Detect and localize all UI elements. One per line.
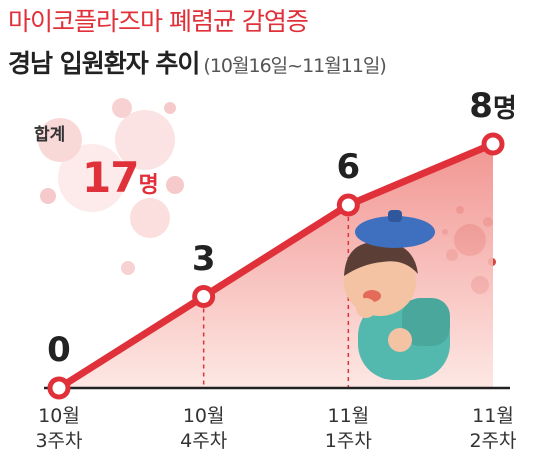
x-tick-label: 10월 3주차 xyxy=(35,404,82,454)
data-point xyxy=(481,132,505,156)
sick-person-illustration xyxy=(344,210,450,380)
x-tick-week: 4주차 xyxy=(180,430,228,452)
data-label-unit: 명 xyxy=(492,94,517,124)
data-label: 3 xyxy=(192,239,216,279)
data-point xyxy=(336,193,360,217)
x-tick-month: 11월 xyxy=(472,405,514,427)
x-tick-week: 1주차 xyxy=(324,430,372,452)
series-line xyxy=(55,140,497,392)
chart-title: 마이코플라즈마 폐렴균 감염증 xyxy=(8,7,309,36)
total-value: 17명 xyxy=(82,153,159,202)
data-point xyxy=(47,376,71,400)
data-label: 6 xyxy=(336,147,360,187)
subtitle-date-range: (10월16일~11월11일) xyxy=(203,55,386,77)
x-tick-week: 2주차 xyxy=(469,430,517,452)
chart-subtitle: 경남 입원환자 추이 (10월16일~11월11일) xyxy=(8,44,387,80)
x-tick-label: 10월 4주차 xyxy=(180,404,227,454)
subtitle-main: 경남 입원환자 추이 xyxy=(8,49,200,78)
total-label: 합계 xyxy=(34,125,66,145)
decorative-germ-bubbles xyxy=(38,98,184,275)
data-label-value: 0 xyxy=(47,330,71,370)
x-tick-week: 3주차 xyxy=(35,430,83,452)
x-tick-month: 11월 xyxy=(327,405,370,427)
data-point xyxy=(192,285,216,308)
x-tick-label: 11월 1주차 xyxy=(325,404,372,454)
total-unit: 명 xyxy=(138,173,158,198)
data-label-value: 8 xyxy=(469,86,493,126)
x-tick-month: 10월 xyxy=(38,405,80,427)
x-tick-label: 11월 2주차 xyxy=(469,404,516,454)
data-label: 8명 xyxy=(469,86,517,126)
x-tick-month: 10월 xyxy=(182,405,225,427)
total-number: 17 xyxy=(82,153,139,202)
data-label-value: 3 xyxy=(191,238,216,279)
data-label-value: 6 xyxy=(336,147,361,187)
data-label: 0 xyxy=(47,330,71,370)
